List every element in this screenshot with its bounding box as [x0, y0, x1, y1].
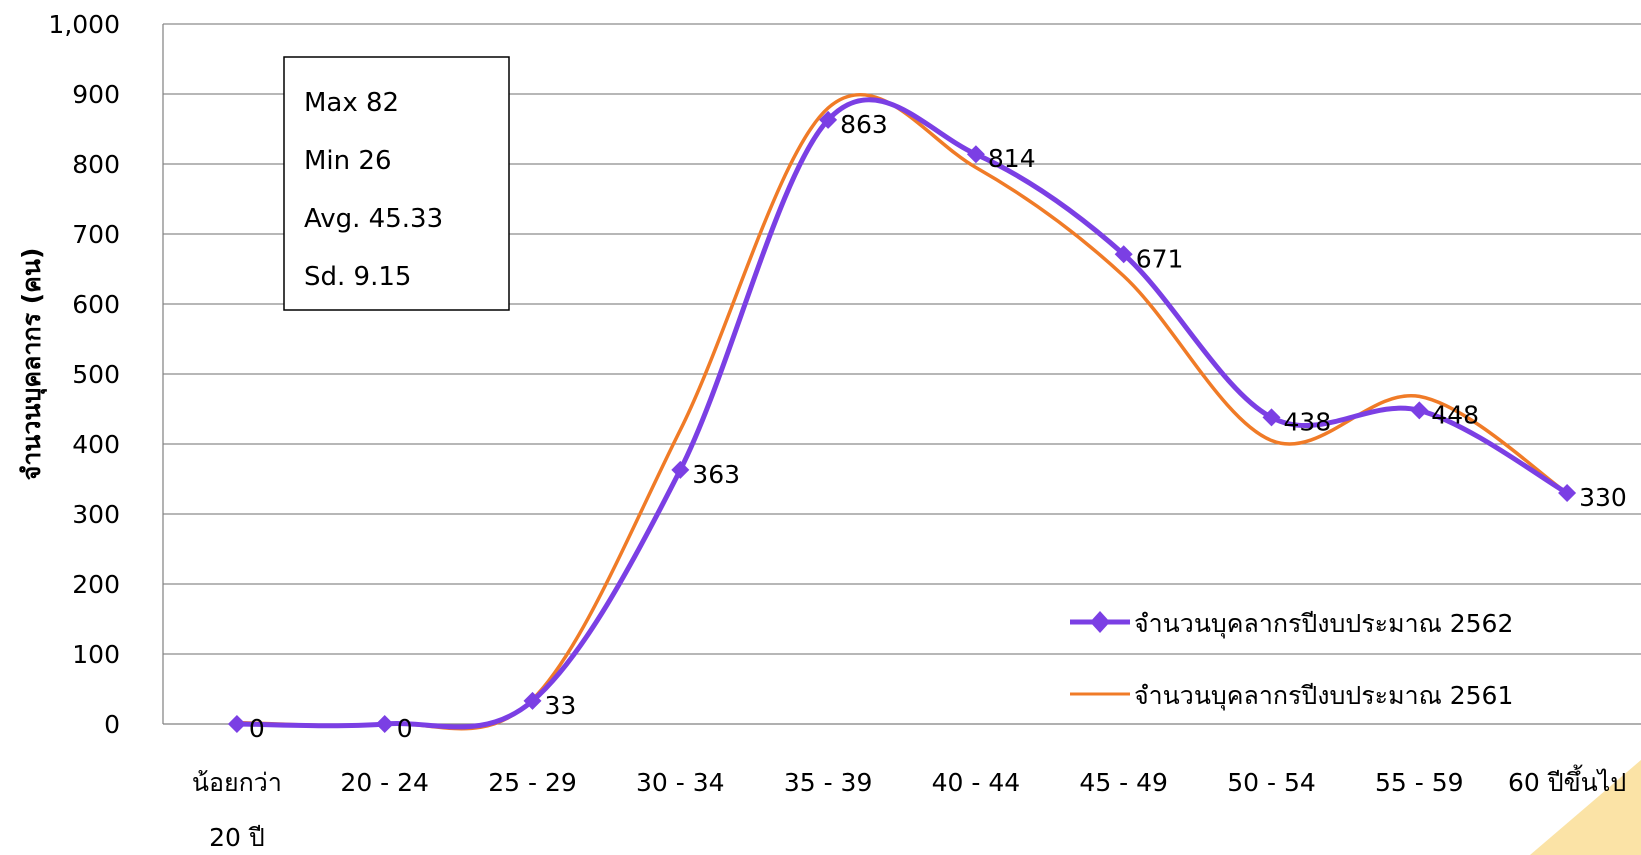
corner-decoration — [1530, 760, 1641, 855]
x-tick-label: 20 - 24 — [340, 768, 429, 797]
data-label: 330 — [1579, 483, 1627, 512]
y-tick-label: 200 — [72, 570, 120, 599]
data-labels: 0 0 33 363 863 814 671 438 448 330 — [249, 110, 1627, 743]
legend-label-2562: จำนวนบุคลากรปีงบประมาณ 2562 — [1134, 609, 1513, 639]
legend-marker-2562 — [1090, 611, 1110, 633]
y-axis-label: จำนวนบุคลากร (คน) — [17, 248, 48, 481]
stats-box: Max 82 Min 26 Avg. 45.33 Sd. 9.15 — [283, 56, 510, 311]
stat-max: Max 82 — [304, 88, 399, 118]
y-tick-label: 0 — [104, 710, 120, 739]
data-label: 0 — [249, 714, 265, 743]
y-tick-label: 400 — [72, 430, 120, 459]
y-tick-label: 600 — [72, 290, 120, 319]
stat-min: Min 26 — [304, 146, 391, 176]
y-tick-label: 700 — [72, 220, 120, 249]
data-point-marker — [1262, 408, 1281, 427]
data-label: 671 — [1136, 244, 1184, 273]
y-axis-ticks: 0 100 200 300 400 500 600 700 800 900 1,000 — [48, 10, 120, 739]
data-point-marker — [1114, 245, 1133, 264]
x-tick-label: 30 - 34 — [636, 768, 725, 797]
data-point-marker — [375, 715, 394, 733]
data-label: 0 — [397, 714, 413, 743]
y-tick-label: 800 — [72, 150, 120, 179]
x-tick-label: 60 ปีขึ้นไป — [1508, 764, 1626, 797]
data-label: 33 — [545, 691, 577, 720]
x-tick-label: 25 - 29 — [488, 768, 577, 797]
data-point-marker — [1558, 484, 1577, 502]
data-label: 814 — [988, 144, 1036, 173]
y-tick-label: 1,000 — [48, 10, 120, 39]
series-group — [227, 92, 1577, 733]
y-tick-label: 500 — [72, 360, 120, 389]
series-line-2562 — [236, 97, 1569, 730]
y-tick-label: 900 — [72, 80, 120, 109]
data-point-marker — [523, 691, 542, 710]
gridlines — [162, 23, 1641, 725]
data-label: 863 — [840, 110, 888, 139]
data-label: 448 — [1431, 400, 1479, 429]
data-point-marker — [966, 145, 985, 164]
data-point-marker — [227, 715, 246, 733]
x-tick-label: 45 - 49 — [1079, 768, 1168, 797]
y-tick-label: 300 — [72, 500, 120, 529]
x-tick-label: 35 - 39 — [784, 768, 873, 797]
x-tick-label: 55 - 59 — [1375, 768, 1464, 797]
legend: จำนวนบุคลากรปีงบประมาณ 2562 จำนวนบุคลากร… — [1070, 609, 1513, 711]
stat-sd: Sd. 9.15 — [304, 262, 411, 292]
legend-label-2561: จำนวนบุคลากรปีงบประมาณ 2561 — [1134, 681, 1513, 711]
x-tick-label: น้อยกว่า 20 ปี — [192, 768, 282, 852]
data-point-marker — [671, 460, 690, 479]
y-tick-label: 100 — [72, 640, 120, 669]
data-point-marker — [819, 110, 838, 129]
stat-avg: Avg. 45.33 — [304, 204, 443, 234]
data-point-marker — [1410, 401, 1429, 420]
x-tick-label: 40 - 44 — [932, 768, 1021, 797]
x-tick-label: 50 - 54 — [1227, 768, 1316, 797]
x-axis-ticks: น้อยกว่า 20 ปี 20 - 24 25 - 29 30 - 34 35 - 3… — [192, 764, 1626, 852]
data-label: 363 — [692, 460, 740, 489]
data-label: 438 — [1284, 407, 1332, 436]
